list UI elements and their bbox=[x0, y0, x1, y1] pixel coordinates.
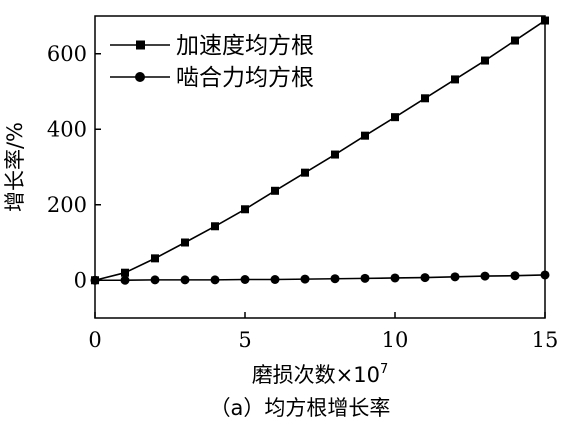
data-point-square bbox=[421, 94, 429, 103]
x-tick-label: 5 bbox=[238, 328, 251, 352]
y-tick-label: 600 bbox=[47, 42, 87, 66]
x-tick-label: 10 bbox=[382, 328, 409, 352]
y-axis-label: 增长率/% bbox=[3, 122, 27, 212]
series-line-1 bbox=[94, 19, 546, 282]
data-point-circle bbox=[90, 275, 100, 285]
data-point-square bbox=[391, 113, 399, 122]
data-point-circle bbox=[360, 273, 370, 283]
x-tick-label: 15 bbox=[532, 328, 559, 352]
x-tick-label: 0 bbox=[88, 328, 101, 352]
y-tick-label: 200 bbox=[47, 193, 87, 217]
data-point-circle bbox=[450, 272, 460, 282]
data-point-square bbox=[271, 186, 279, 195]
data-point-square bbox=[481, 56, 489, 65]
series-line-2 bbox=[95, 274, 546, 282]
data-point-circle bbox=[420, 273, 430, 283]
y-tick-label: 400 bbox=[47, 117, 87, 141]
x-axis-label-base: 磨损次数×10 bbox=[252, 363, 380, 387]
data-point-circle bbox=[210, 275, 220, 285]
data-point-circle bbox=[240, 274, 250, 284]
data-point-circle bbox=[180, 275, 190, 285]
data-point-circle bbox=[480, 271, 490, 281]
data-point-circle bbox=[390, 273, 400, 283]
data-point-square bbox=[241, 205, 249, 214]
data-point-circle bbox=[270, 274, 280, 284]
axis-ticks: 0 5 10 15 0 200 400 600 bbox=[47, 42, 558, 352]
legend-marker-circle bbox=[135, 72, 145, 82]
x-axis-label-exponent: 7 bbox=[380, 362, 388, 377]
data-point-circle bbox=[300, 274, 310, 284]
figure-caption: （a）均方根增长率 bbox=[210, 396, 391, 420]
data-point-circle bbox=[150, 275, 160, 285]
data-point-square bbox=[151, 254, 159, 263]
plot-frame bbox=[94, 15, 546, 319]
data-point-circle bbox=[120, 275, 130, 285]
legend-marker-square bbox=[136, 40, 145, 50]
data-point-square bbox=[301, 168, 309, 177]
data-point-square bbox=[511, 36, 519, 45]
data-point-square bbox=[331, 150, 339, 159]
data-point-circle bbox=[540, 270, 550, 280]
legend-label-1: 加速度均方根 bbox=[176, 33, 314, 59]
x-axis-label: 磨损次数×107 bbox=[252, 362, 389, 387]
series-markers bbox=[90, 16, 550, 285]
data-point-square bbox=[361, 131, 369, 140]
series-lines bbox=[94, 19, 546, 282]
data-point-square bbox=[121, 268, 129, 277]
data-point-circle bbox=[330, 274, 340, 284]
legend-label-2: 啮合力均方根 bbox=[176, 65, 314, 91]
data-point-square bbox=[541, 16, 549, 25]
data-point-square bbox=[451, 75, 459, 84]
data-point-square bbox=[211, 222, 219, 231]
data-point-circle bbox=[510, 271, 520, 281]
y-tick-label: 0 bbox=[74, 268, 87, 292]
data-point-square bbox=[181, 238, 189, 247]
